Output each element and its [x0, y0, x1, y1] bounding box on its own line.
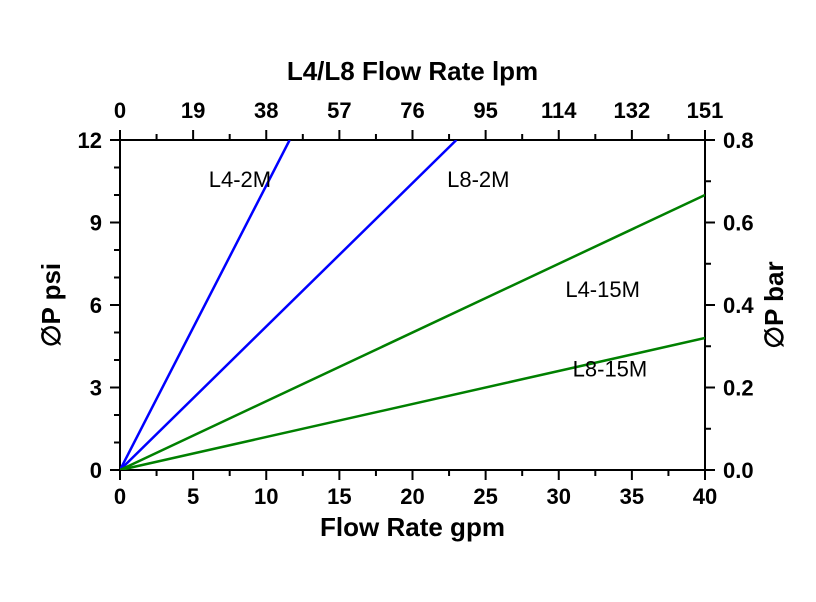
xtick-label-bottom: 20 — [400, 484, 424, 509]
ytick-label-right: 0.8 — [723, 128, 754, 153]
series-label-l8-15m: L8-15M — [573, 357, 648, 382]
xtick-label-top: 95 — [473, 98, 497, 123]
xtick-label-top: 57 — [327, 98, 351, 123]
xtick-label-top: 19 — [181, 98, 205, 123]
x-axis-top-title: L4/L8 Flow Rate lpm — [287, 56, 538, 86]
ytick-label-left: 3 — [90, 376, 102, 401]
series-label-l8-2m: L8-2M — [447, 167, 509, 192]
xtick-label-bottom: 25 — [473, 484, 497, 509]
xtick-label-bottom: 35 — [620, 484, 644, 509]
xtick-label-bottom: 30 — [547, 484, 571, 509]
xtick-label-top: 76 — [400, 98, 424, 123]
ytick-label-left: 6 — [90, 293, 102, 318]
x-axis-bottom-title: Flow Rate gpm — [320, 512, 505, 542]
y-axis-right-title: ∅P bar — [759, 261, 789, 348]
ytick-label-left: 12 — [78, 128, 102, 153]
xtick-label-bottom: 5 — [187, 484, 199, 509]
xtick-label-bottom: 10 — [254, 484, 278, 509]
xtick-label-bottom: 15 — [327, 484, 351, 509]
xtick-label-bottom: 0 — [114, 484, 126, 509]
series-label-l4-15m: L4-15M — [565, 277, 640, 302]
series-label-l4-2m: L4-2M — [209, 167, 271, 192]
ytick-label-left: 9 — [90, 211, 102, 236]
xtick-label-top: 38 — [254, 98, 278, 123]
ytick-label-right: 0.6 — [723, 211, 754, 236]
xtick-label-bottom: 40 — [693, 484, 717, 509]
y-axis-left-title: ∅P psi — [36, 263, 66, 347]
xtick-label-top: 0 — [114, 98, 126, 123]
ytick-label-right: 0.4 — [723, 293, 754, 318]
ytick-label-left: 0 — [90, 458, 102, 483]
xtick-label-top: 151 — [687, 98, 724, 123]
xtick-label-top: 132 — [614, 98, 651, 123]
xtick-label-top: 114 — [541, 98, 577, 123]
ytick-label-right: 0.0 — [723, 458, 754, 483]
flow-rate-chart: 0510152025303540Flow Rate gpm01938577695… — [0, 0, 816, 602]
ytick-label-right: 0.2 — [723, 376, 754, 401]
